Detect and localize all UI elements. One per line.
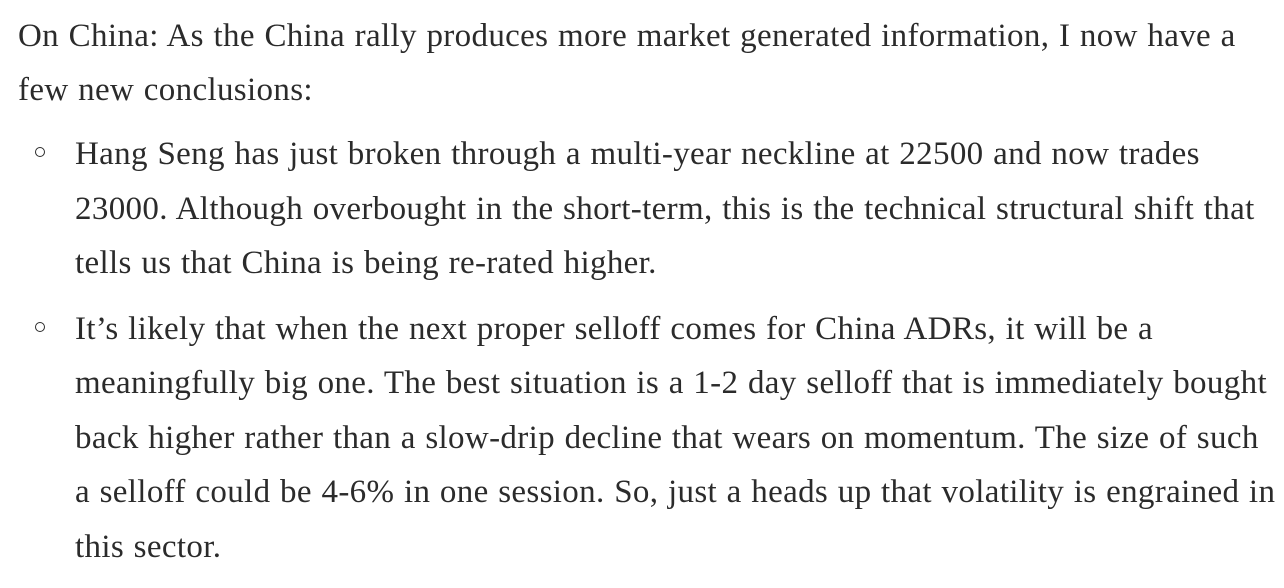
intro-paragraph: On China: As the China rally produces mo… [18,18,1236,108]
list-item-text: It’s likely that when the next proper se… [75,310,1276,565]
hollow-circle-bullet-icon [35,147,45,157]
list-item: It’s likely that when the next proper se… [18,302,1280,575]
article-body: On China: As the China rally produces mo… [18,0,1280,585]
list-item: Hang Seng has just broken through a mult… [18,127,1280,291]
conclusions-list: Hang Seng has just broken through a mult… [18,127,1280,574]
list-item-text: Hang Seng has just broken through a mult… [75,136,1255,281]
hollow-circle-bullet-icon [35,321,45,332]
